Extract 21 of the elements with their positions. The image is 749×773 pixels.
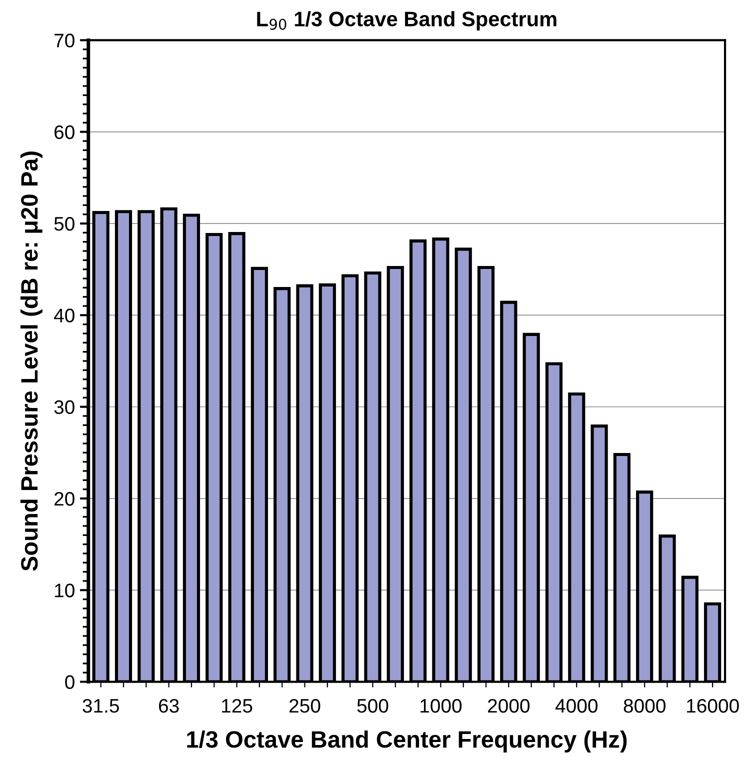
x-tick-label: 16000 [687, 698, 739, 713]
chart-title: L$_{90}$ 1/3 Octave Band Spectrum [257, 11, 556, 31]
x-tick-label: 8000 [624, 698, 666, 713]
x-tick-label: 63 [158, 698, 179, 713]
x-axis-title: 1/3 Octave Band Center Frequency (Hz) [187, 730, 627, 752]
x-tick-label: 250 [290, 698, 320, 713]
x-tick-label: 2000 [488, 698, 530, 713]
y-tick-label: 40 [54, 308, 74, 322]
y-tick-label: 50 [54, 216, 74, 231]
x-tick-label: 4000 [555, 698, 598, 713]
y-tick-label: 60 [54, 125, 74, 140]
x-tick-label: 31.5 [82, 698, 119, 713]
y-tick-label: 0 [65, 675, 74, 690]
y-tick-label: 10 [55, 584, 74, 598]
y-tick-label: 20 [54, 492, 74, 506]
y-tick-label: 30 [54, 400, 74, 414]
y-tick-label: 70 [54, 34, 74, 48]
x-tick-label: 1000 [420, 698, 462, 713]
x-tick-label: 500 [357, 698, 388, 713]
x-tick-label: 125 [222, 698, 252, 713]
y-axis-title: Sound Pressure Level (dB re: μ20 Pa) [20, 152, 42, 571]
